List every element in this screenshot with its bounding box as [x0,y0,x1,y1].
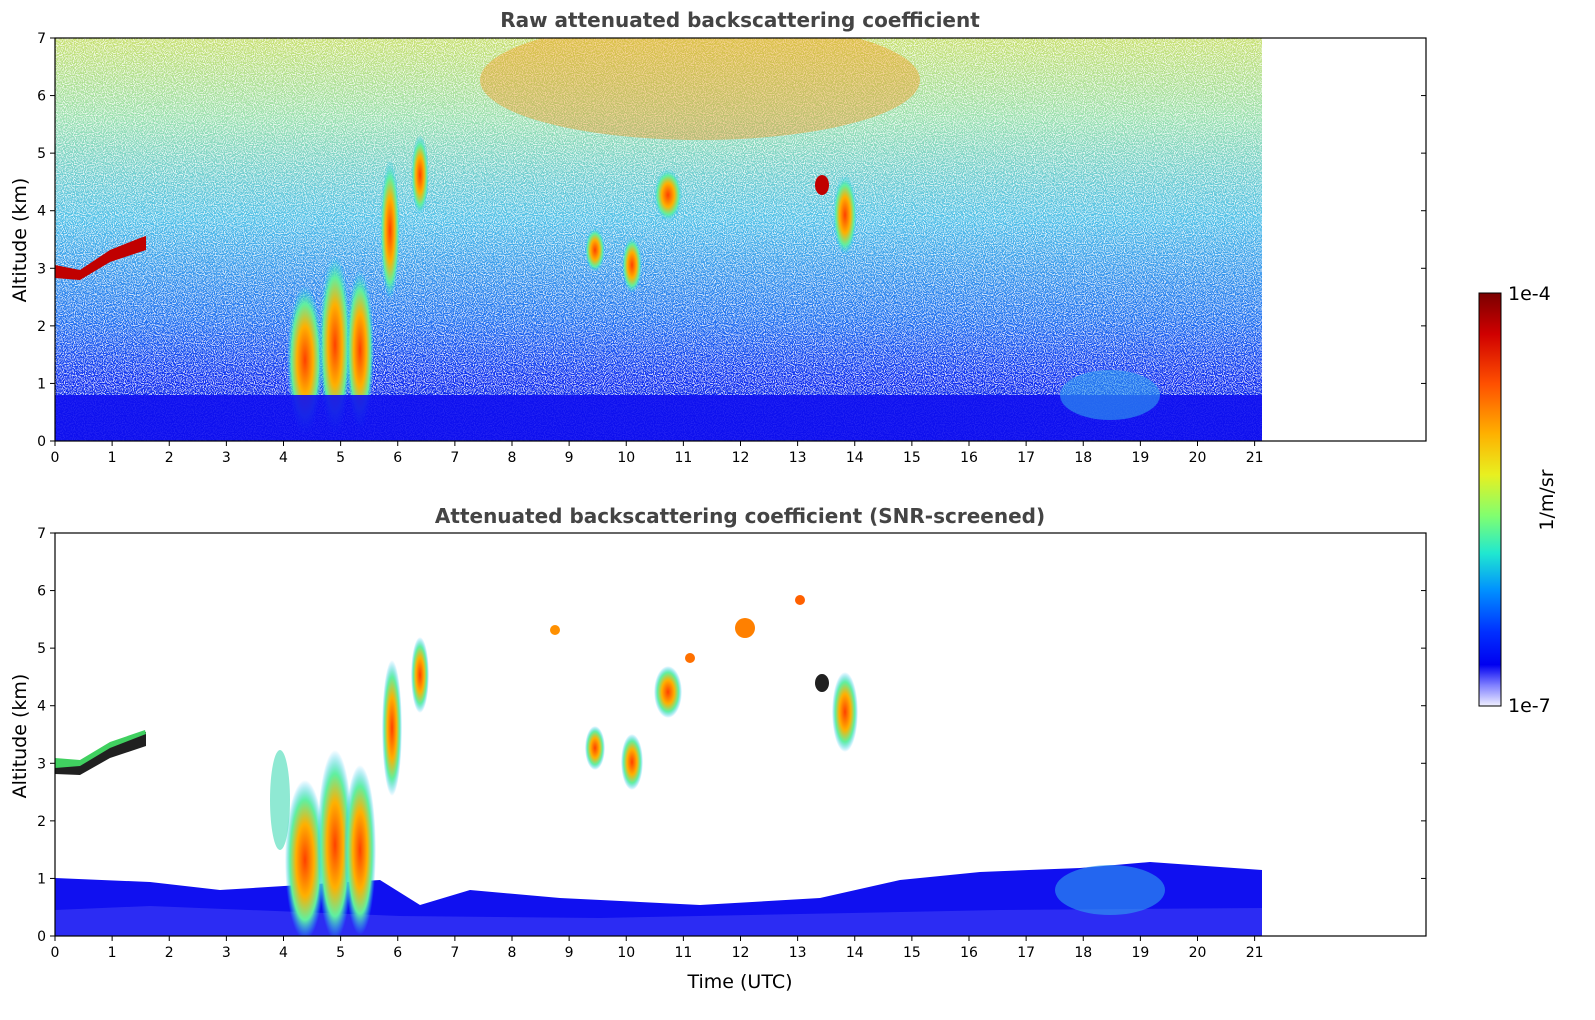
x-tick-label: 0 [51,945,60,961]
x-tick-label: 4 [279,450,288,466]
x-tick-label: 17 [1017,945,1035,961]
x-tick-label: 2 [165,450,174,466]
y-tick-label: 7 [37,526,46,542]
x-tick-label: 14 [846,450,864,466]
x-tick-label: 20 [1189,945,1207,961]
y-tick-label: 0 [37,434,46,450]
snr-screened-panel: Attenuated backscattering coefficient (S… [9,504,1427,993]
raw-backscatter-panel: Raw attenuated backscattering coefficien… [9,8,1427,466]
x-tick-label: 5 [336,945,345,961]
y-tick-label: 2 [37,814,46,830]
x-tick-label: 15 [903,450,921,466]
y-tick-label: 0 [37,929,46,945]
top-x-axis: 0 1 2 3 4 5 6 7 8 9 10 11 12 13 14 15 16 17 18 19 20 21 [51,441,1264,466]
x-tick-label: 8 [508,945,517,961]
x-tick-label: 9 [565,945,574,961]
y-tick-label: 6 [37,584,46,600]
x-tick-label: 18 [1074,945,1092,961]
x-tick-label: 13 [789,450,807,466]
y-tick-label: 7 [37,31,46,47]
x-tick-label: 1 [108,450,117,466]
x-tick-label: 2 [165,945,174,961]
x-tick-label: 10 [617,450,635,466]
x-tick-label: 1 [108,945,117,961]
x-tick-label: 11 [674,450,692,466]
colorbar-max-label: 1e-4 [1508,283,1551,305]
x-tick-label: 7 [450,450,459,466]
x-tick-label: 21 [1246,450,1264,466]
x-tick-label: 3 [222,450,231,466]
x-tick-label: 13 [789,945,807,961]
x-tick-label: 5 [336,450,345,466]
x-tick-label: 7 [450,945,459,961]
x-tick-label: 12 [732,450,750,466]
colorbar-unit-label: 1/m/sr [1536,469,1558,530]
x-tick-label: 18 [1074,450,1092,466]
x-tick-label: 12 [732,945,750,961]
bottom-y-axis: 0 1 2 3 4 5 6 7 [37,526,1426,945]
bottom-heatmap [55,533,1262,936]
colorbar: 1e-4 1e-7 1/m/sr [1478,283,1558,717]
y-tick-label: 6 [37,89,46,105]
x-tick-label: 21 [1246,945,1264,961]
x-tick-label: 6 [393,450,402,466]
x-tick-label: 16 [960,450,978,466]
top-heatmap [55,38,1262,441]
bottom-title: Attenuated backscattering coefficient (S… [435,504,1045,528]
x-tick-label: 9 [565,450,574,466]
colorbar-gradient [1478,292,1502,707]
colorbar-min-label: 1e-7 [1508,695,1551,717]
x-tick-label: 19 [1131,945,1149,961]
x-tick-label: 8 [508,450,517,466]
y-tick-label: 1 [37,871,46,887]
x-tick-label: 10 [617,945,635,961]
x-tick-label: 19 [1131,450,1149,466]
y-tick-label: 5 [37,146,46,162]
y-tick-label: 3 [37,756,46,772]
y-tick-label: 5 [37,641,46,657]
x-tick-label: 14 [846,945,864,961]
bottom-x-axis: 0 1 2 3 4 5 6 7 8 9 10 11 12 13 14 15 16 17 18 19 20 21 [51,936,1264,961]
x-tick-label: 6 [393,945,402,961]
x-tick-label: 15 [903,945,921,961]
x-tick-label: 16 [960,945,978,961]
y-tick-label: 4 [37,204,46,220]
x-tick-label: 0 [51,450,60,466]
bottom-y-axis-label: Altitude (km) [9,674,31,799]
top-title: Raw attenuated backscattering coefficien… [500,8,980,32]
x-tick-label: 11 [674,945,692,961]
y-tick-label: 1 [37,376,46,392]
y-tick-label: 4 [37,699,46,715]
x-tick-label: 4 [279,945,288,961]
x-tick-label: 3 [222,945,231,961]
bottom-x-axis-label: Time (UTC) [686,971,792,993]
y-tick-label: 2 [37,319,46,335]
top-y-axis-label: Altitude (km) [9,178,31,303]
top-y-axis: 0 1 2 3 4 5 6 7 [37,31,1426,450]
x-tick-label: 17 [1017,450,1035,466]
x-tick-label: 20 [1189,450,1207,466]
y-tick-label: 3 [37,261,46,277]
